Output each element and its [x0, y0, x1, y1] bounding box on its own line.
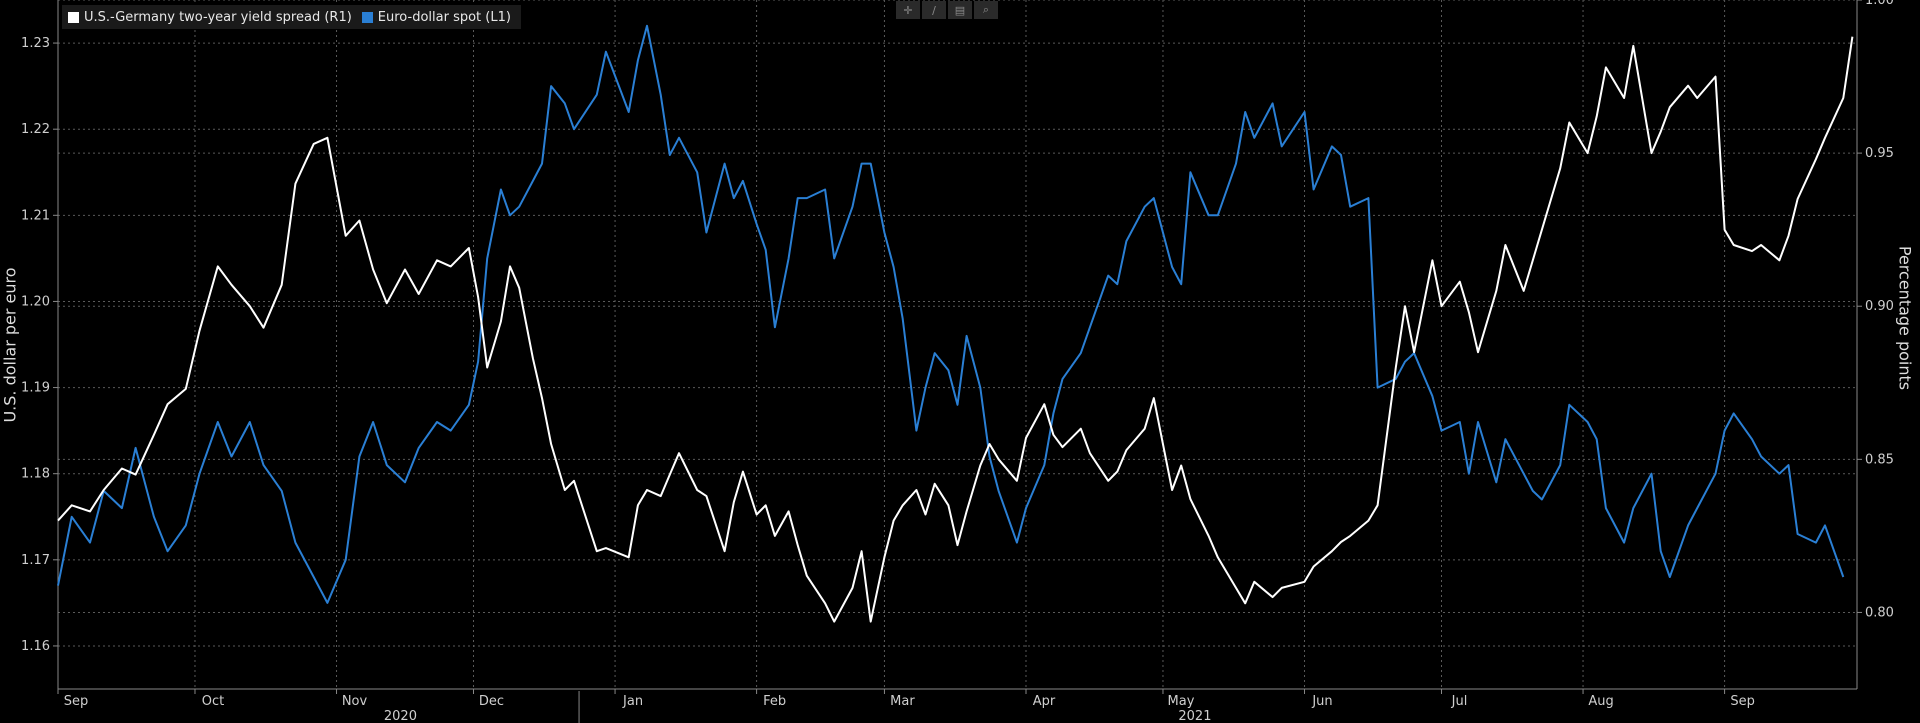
y-right-tick-label: 1.00	[1865, 0, 1894, 8]
series-line-euro-dollar	[57, 24, 1845, 604]
crosshair-icon[interactable]: ✛	[896, 1, 920, 19]
draw-icon[interactable]: ∕	[922, 1, 946, 19]
y-right-tick-label: 0.90	[1865, 299, 1894, 314]
x-tick-label: Feb	[763, 694, 786, 709]
y-right-tick-label: 0.85	[1865, 452, 1894, 467]
y-left-tick-label: 1.17	[21, 553, 50, 568]
y-left-tick-label: 1.16	[21, 639, 50, 654]
y-left-tick-label: 1.20	[21, 294, 50, 309]
legend-item-euro-dollar[interactable]: Euro-dollar spot (L1)	[361, 9, 511, 25]
x-tick-label: Jul	[1451, 694, 1468, 709]
legend-label-euro-dollar: Euro-dollar spot (L1)	[377, 9, 511, 25]
x-year-label: 2021	[1178, 709, 1211, 723]
series-line-yield-spread	[57, 36, 1854, 623]
y-left-tick-label: 1.22	[21, 122, 50, 137]
x-tick-label: Mar	[890, 694, 915, 709]
grid-lines	[57, 0, 1857, 689]
legend-label-yield-spread: U.S.-Germany two-year yield spread (R1)	[84, 9, 352, 25]
zoom-icon[interactable]: ⌕	[974, 1, 998, 19]
y-left-tick-label: 1.21	[21, 208, 50, 223]
x-tick-label: Sep	[1730, 694, 1755, 709]
x-tick-label: Nov	[342, 694, 368, 709]
x-tick-label: Dec	[479, 694, 504, 709]
legend-item-yield-spread[interactable]: U.S.-Germany two-year yield spread (R1)	[68, 10, 352, 25]
y-left-tick-label: 1.19	[21, 381, 50, 396]
y-right-tick-label: 0.95	[1865, 146, 1894, 161]
x-year-label: 2020	[384, 709, 417, 723]
x-tick-label: Oct	[202, 694, 224, 709]
chart-toolbar: ✛ ∕ ▤ ⌕	[896, 1, 998, 19]
x-tick-label: Apr	[1033, 694, 1056, 709]
axes: 1.16 1.17 1.18 1.19 1.20 1.21 1.22 1.23 0.80 0.85…	[21, 0, 1894, 723]
x-tick-label: Aug	[1588, 694, 1613, 709]
x-tick-label: Jan	[622, 694, 643, 709]
y-left-tick-label: 1.18	[21, 467, 50, 482]
y-left-tick-label: 1.23	[21, 36, 50, 51]
legend-swatch-blue	[361, 11, 373, 23]
y-right-tick-label: 0.80	[1865, 605, 1894, 620]
x-tick-label: Jun	[1311, 694, 1332, 709]
legend: U.S.-Germany two-year yield spread (R1) …	[62, 5, 521, 29]
series-layer	[57, 24, 1854, 623]
x-tick-label: May	[1168, 694, 1195, 709]
table-icon[interactable]: ▤	[948, 1, 972, 19]
x-tick-label: Sep	[64, 694, 89, 709]
y-axis-left-title: U.S. dollar per euro	[0, 267, 20, 423]
y-axis-right-title: Percentage points	[1895, 245, 1915, 391]
legend-swatch-white	[68, 11, 79, 23]
